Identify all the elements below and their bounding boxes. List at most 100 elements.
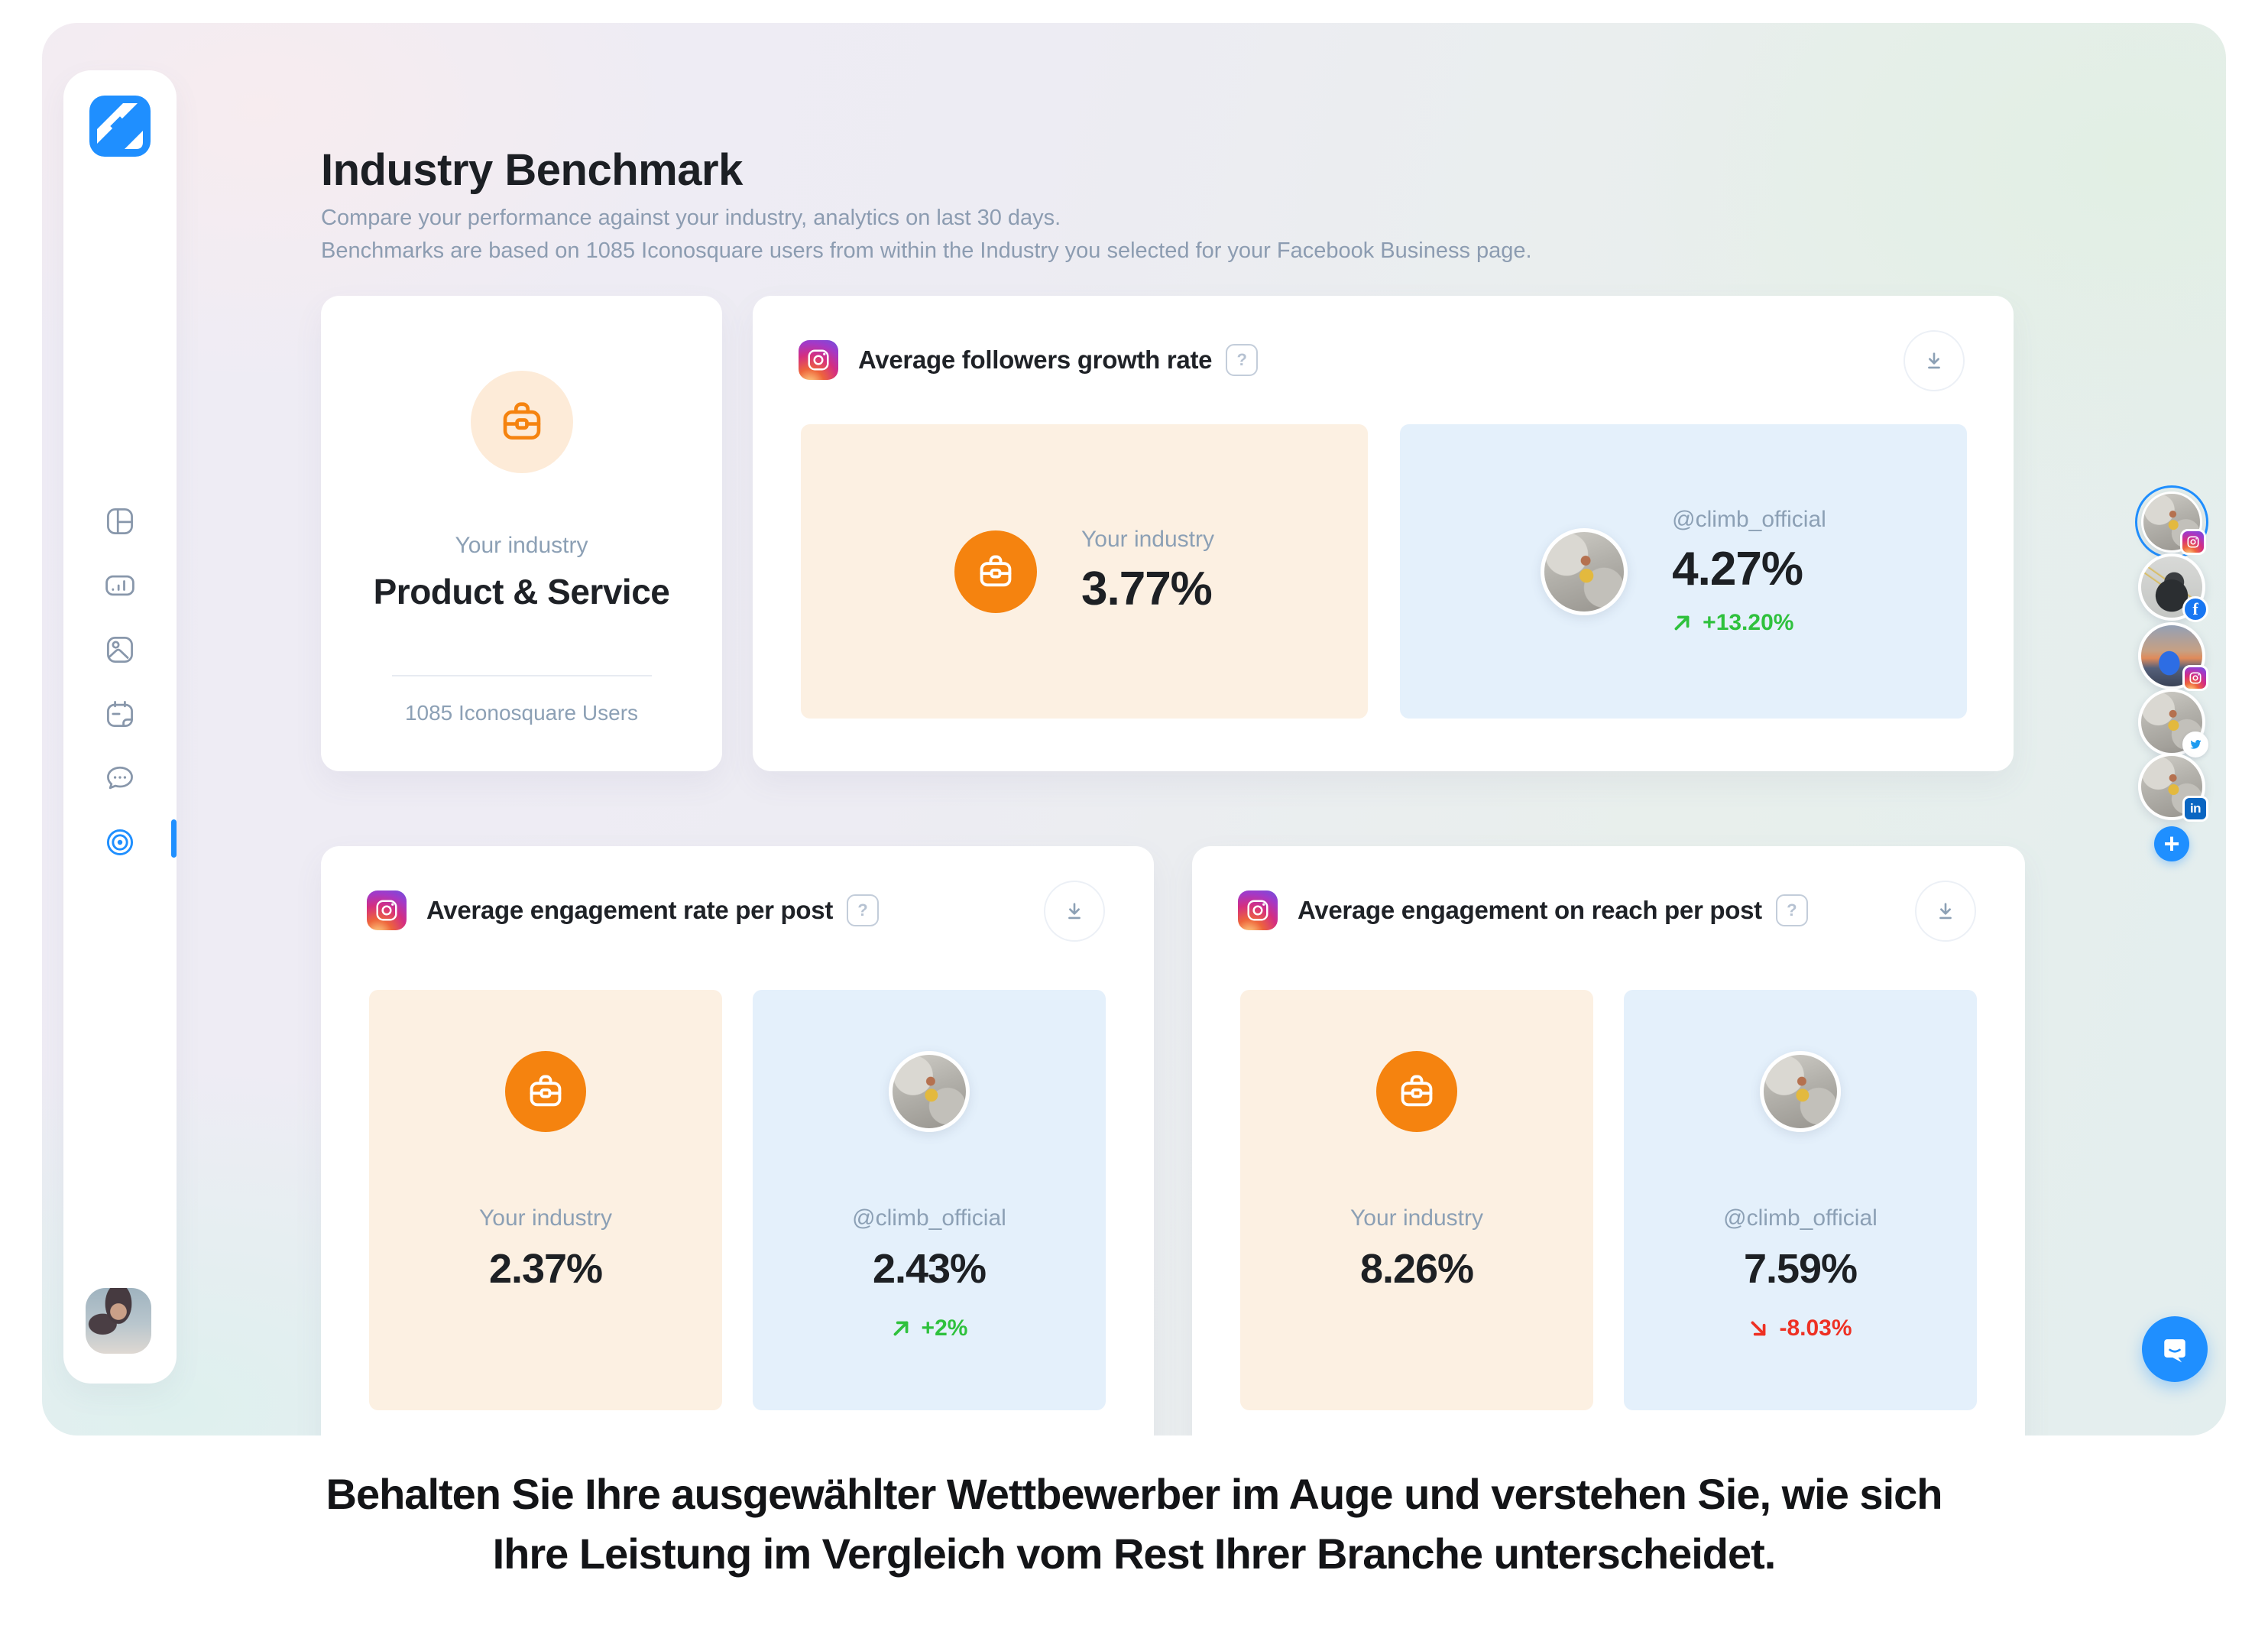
trend-down-icon <box>1751 1321 1766 1336</box>
industry-metric-panel: Your industry 2.37% <box>369 990 722 1410</box>
industry-metric: Your industry 3.77% <box>1081 527 1214 616</box>
sidebar-item-dashboard[interactable] <box>103 504 137 538</box>
sidebar-item-planner[interactable] <box>103 697 137 731</box>
instagram-icon <box>1238 890 1278 930</box>
profile-avatar-photo: in <box>2138 753 2208 822</box>
iconosquare-logo[interactable] <box>89 96 151 157</box>
industry-metric-panel: Your industry 3.77% <box>801 424 1368 719</box>
industry-metric-panel: Your industry 8.26% <box>1240 990 1593 1410</box>
sidebar-item-benchmark-active[interactable] <box>103 826 137 859</box>
competitor-handle: @climb_official <box>1723 1205 1878 1231</box>
active-nav-indicator <box>171 819 177 858</box>
briefcase-icon <box>1401 1075 1433 1107</box>
industry-icon-halo <box>470 371 573 473</box>
engagement-rate-card: Average engagement rate per post ? Your … <box>321 846 1154 1435</box>
trend-indicator: -8.03% <box>1748 1315 1852 1341</box>
calendar-icon <box>107 701 133 727</box>
competitor-metric-panel: @climb_official 4.27% +13.20% <box>1400 424 1967 719</box>
profile-avatar-linkedin[interactable]: in <box>2138 753 2208 822</box>
download-button[interactable] <box>1044 881 1105 942</box>
card-title: Average engagement rate per post <box>426 896 834 924</box>
card-header: Average engagement on reach per post ? <box>1238 890 1808 930</box>
twitter-badge-icon <box>2182 732 2208 757</box>
industry-circle <box>505 1051 586 1132</box>
card-title: Average followers growth rate <box>858 345 1213 374</box>
metric-value: 7.59% <box>1743 1246 1858 1292</box>
image-icon <box>107 637 133 663</box>
bar-chart-icon <box>105 575 134 596</box>
caption-line-1: Behalten Sie Ihre ausgewählter Wettbewer… <box>326 1470 1943 1518</box>
instagram-icon <box>367 890 407 930</box>
card-title: Average engagement on reach per post <box>1298 896 1762 924</box>
metric-label: Your industry <box>479 1205 612 1231</box>
support-chat-button[interactable] <box>2142 1316 2208 1382</box>
industry-name: Product & Service <box>373 572 670 612</box>
download-icon <box>1928 352 1940 369</box>
page-subtitle: Compare your performance against your in… <box>321 202 1532 268</box>
caption-line-2: Ihre Leistung im Vergleich vom Rest Ihre… <box>492 1530 1777 1578</box>
trend-indicator: +13.20% <box>1672 610 1826 636</box>
profile-avatar-facebook[interactable]: f <box>2138 553 2208 622</box>
help-icon[interactable]: ? <box>1775 894 1808 926</box>
subtitle-line-1: Compare your performance against your in… <box>321 206 1061 230</box>
chat-bubble-icon <box>107 766 133 790</box>
dashboard-container: Industry Benchmark Compare your performa… <box>42 23 2226 1435</box>
download-icon <box>1939 903 1952 920</box>
help-icon[interactable]: ? <box>847 894 880 926</box>
competitor-handle: @climb_official <box>1672 507 1826 532</box>
profile-avatar-photo <box>2141 491 2206 555</box>
subtitle-line-2: Benchmarks are based on 1085 Iconosquare… <box>321 238 1532 263</box>
trend-up-icon <box>1674 615 1690 631</box>
marketing-caption: Behalten Sie Ihre ausgewählter Wettbewer… <box>0 1465 2268 1584</box>
instagram-badge-icon <box>2180 529 2206 555</box>
competitor-metric-panel: @climb_official 7.59% -8.03% <box>1624 990 1977 1410</box>
industry-label: Your industry <box>455 533 588 558</box>
add-profile-button[interactable]: + <box>2154 826 2189 861</box>
download-icon <box>1068 903 1081 920</box>
profile-avatar-instagram-selected[interactable] <box>2135 485 2208 559</box>
instagram-badge-icon <box>2182 665 2208 691</box>
industry-circle <box>954 530 1037 613</box>
card-header: Average followers growth rate ? <box>799 340 1259 380</box>
download-button[interactable] <box>1915 881 1976 942</box>
profile-avatar-photo <box>2138 622 2208 691</box>
competitor-avatar-photo <box>1760 1051 1841 1132</box>
trend-up-icon <box>893 1321 908 1336</box>
briefcase-icon <box>980 555 1012 586</box>
metric-value: 2.43% <box>872 1246 987 1292</box>
engagement-reach-card: Average engagement on reach per post ? Y… <box>1192 846 2025 1435</box>
benchmark-target-icon <box>106 829 134 856</box>
sidebar-item-conversations[interactable] <box>103 761 137 795</box>
download-button[interactable] <box>1904 330 1965 391</box>
metric-value: 2.37% <box>488 1246 603 1292</box>
profile-avatar-twitter[interactable] <box>2138 689 2208 757</box>
sidebar <box>63 70 177 1384</box>
metric-label: Your industry <box>1081 527 1214 552</box>
metric-value: 4.27% <box>1672 543 1803 595</box>
followers-growth-card: Average followers growth rate ? Your ind… <box>753 296 2014 771</box>
sidebar-item-analytics[interactable] <box>103 569 137 602</box>
metric-value: 8.26% <box>1359 1246 1474 1292</box>
competitor-metric: @climb_official 4.27% +13.20% <box>1672 507 1826 636</box>
dashboard-icon <box>107 508 133 534</box>
industry-circle <box>1376 1051 1457 1132</box>
chat-smile-icon <box>2164 1339 2185 1363</box>
linkedin-badge-icon: in <box>2182 796 2208 822</box>
profile-avatar-instagram-car[interactable] <box>2138 622 2208 691</box>
trend-indicator: +2% <box>891 1315 968 1341</box>
briefcase-icon <box>503 402 540 440</box>
trend-value: +2% <box>921 1315 968 1341</box>
metric-value: 3.77% <box>1081 563 1213 615</box>
card-header: Average engagement rate per post ? <box>367 890 880 930</box>
facebook-badge-icon: f <box>2182 596 2208 622</box>
industry-users-count: 1085 Iconosquare Users <box>404 701 639 725</box>
divider <box>391 675 652 676</box>
user-avatar[interactable] <box>86 1288 151 1354</box>
trend-value: -8.03% <box>1779 1315 1852 1341</box>
trend-value: +13.20% <box>1703 610 1794 635</box>
briefcase-icon <box>530 1075 562 1107</box>
help-icon[interactable]: ? <box>1226 344 1259 376</box>
metric-label: Your industry <box>1350 1205 1483 1231</box>
sidebar-item-media[interactable] <box>103 633 137 667</box>
